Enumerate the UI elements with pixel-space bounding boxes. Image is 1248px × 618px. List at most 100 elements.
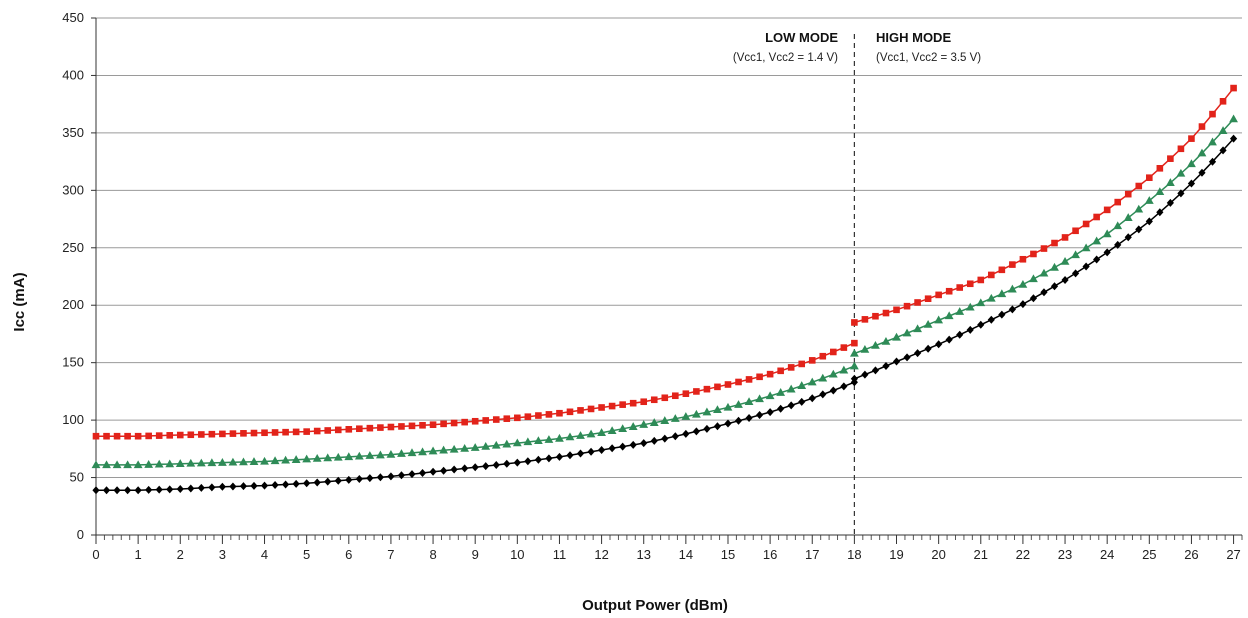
square-marker (124, 432, 131, 440)
triangle-marker (323, 453, 333, 462)
square-marker (240, 430, 247, 437)
y-tick-label: 400 (62, 67, 84, 82)
triangle-marker (649, 418, 659, 426)
triangle-marker (460, 443, 470, 452)
square-marker (882, 309, 890, 317)
diamond-marker (418, 468, 427, 477)
diamond-marker (724, 419, 732, 428)
diamond-marker (408, 470, 416, 479)
square-marker (977, 276, 985, 284)
diamond-marker (1219, 146, 1227, 155)
diamond-marker (534, 455, 542, 464)
triangle-marker (239, 457, 248, 466)
diamond-marker (1208, 157, 1217, 166)
triangle-marker (913, 324, 922, 333)
low-mode-voltage: (Vcc1, Vcc2 = 1.4 V) (733, 52, 838, 64)
diamond-marker (998, 310, 1006, 319)
square-marker (924, 295, 932, 303)
triangle-marker (375, 450, 385, 459)
square-marker (798, 360, 806, 368)
square-marker (650, 396, 658, 404)
triangle-marker (175, 459, 185, 467)
diamond-marker (1008, 305, 1016, 314)
diamond-marker (113, 486, 121, 495)
triangle-marker (291, 455, 301, 463)
diamond-marker (903, 353, 911, 362)
square-marker (1146, 174, 1153, 181)
square-marker (450, 419, 458, 427)
triangle-marker (1007, 284, 1017, 293)
square-marker (92, 432, 100, 440)
y-tick-label: 200 (62, 297, 84, 312)
diamond-marker (987, 315, 995, 324)
square-marker (745, 376, 753, 383)
square-marker (387, 423, 395, 431)
x-tick-label: 27 (1226, 547, 1240, 562)
diamond-marker (303, 479, 311, 488)
diamond-marker (503, 459, 511, 468)
triangle-marker (418, 447, 427, 456)
triangle-marker (1018, 279, 1028, 288)
diamond-marker (808, 394, 816, 403)
diamond-marker (482, 462, 490, 471)
square-marker (398, 423, 405, 430)
x-tick-label: 3 (219, 547, 226, 562)
square-marker (229, 430, 237, 437)
diamond-marker (123, 486, 132, 495)
square-marker (840, 344, 848, 351)
triangle-marker (871, 341, 880, 349)
square-marker (471, 417, 479, 425)
diamond-marker (250, 481, 258, 490)
diamond-marker (576, 449, 585, 458)
triangle-marker (976, 298, 986, 307)
square-marker (1114, 198, 1122, 206)
x-tick-label: 8 (429, 547, 436, 562)
square-marker (113, 432, 121, 440)
diamond-marker (819, 390, 827, 399)
triangle-marker (934, 315, 944, 324)
square-marker (271, 429, 279, 436)
triangle-marker (470, 443, 480, 451)
triangle-marker (165, 459, 175, 468)
diamond-marker (345, 475, 353, 484)
triangle-marker (786, 384, 796, 393)
x-tick-label: 15 (721, 547, 735, 562)
square-marker (1093, 213, 1100, 221)
grid (96, 17, 1242, 536)
square-marker (777, 367, 784, 375)
diamond-marker (671, 432, 679, 441)
triangle-marker (723, 402, 733, 411)
y-tick-label: 300 (62, 182, 84, 197)
triangle-marker (555, 433, 564, 442)
series-line (854, 118, 1235, 355)
diamond-marker (913, 349, 922, 358)
low-mode-label: LOW MODE (765, 30, 838, 45)
diamond-marker (260, 481, 269, 490)
triangle-marker (533, 436, 543, 445)
diamond-marker (640, 439, 648, 448)
diamond-marker (1071, 269, 1080, 278)
triangle-marker (1092, 236, 1102, 245)
triangle-marker (807, 377, 817, 386)
x-tick-label: 0 (92, 547, 99, 562)
square-marker (766, 370, 774, 378)
square-marker (250, 429, 258, 437)
square-marker (672, 392, 679, 400)
x-axis-ticks: 0 1 2 3 4 5 6 7 8 9 10 11 12 13 14 15 16 17 18 19 20 21 22 23 24… (92, 534, 1243, 562)
diamond-marker (850, 374, 858, 383)
x-tick-label: 1 (135, 547, 142, 562)
x-tick-label: 22 (1016, 547, 1030, 562)
square-marker (587, 405, 595, 413)
diamond-marker (745, 413, 753, 422)
triangle-marker (691, 409, 701, 418)
square-marker (1135, 182, 1143, 190)
triangle-marker (1060, 256, 1070, 265)
diamond-marker (787, 401, 795, 410)
triangle-marker (312, 454, 322, 462)
square-marker (334, 426, 342, 434)
diamond-marker (376, 473, 384, 482)
diamond-marker (829, 386, 837, 395)
triangle-marker (734, 400, 743, 408)
square-marker (166, 432, 174, 439)
diamond-marker (597, 445, 606, 454)
